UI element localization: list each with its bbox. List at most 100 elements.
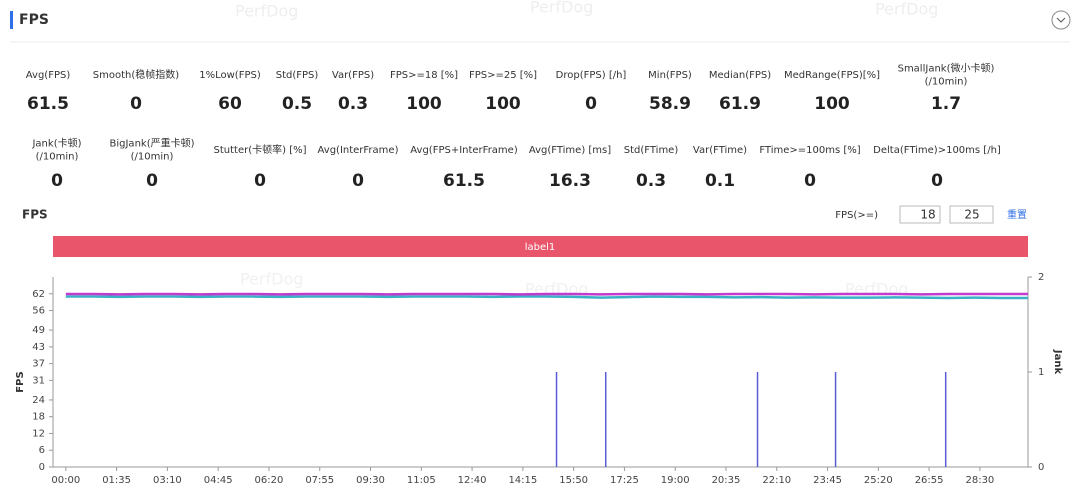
x-tick-label: 28:30 — [965, 475, 994, 486]
x-tick-label: 15:50 — [559, 475, 588, 486]
x-tick-label: 12:40 — [458, 475, 487, 486]
metric-value: 1.7 — [931, 94, 961, 114]
chart-title: FPS — [22, 208, 48, 222]
x-tick-label: 17:25 — [610, 475, 639, 486]
metric-label: Smooth(稳帧指数) — [93, 68, 179, 81]
threshold-value: 18 — [920, 208, 935, 222]
y2-axis-label: Jank — [1052, 349, 1063, 375]
metric-value: 0 — [352, 171, 364, 191]
x-tick-label: 04:45 — [204, 475, 233, 486]
metric-value: 60 — [218, 94, 242, 114]
title-accent — [10, 11, 13, 29]
metric-value: 0 — [254, 171, 266, 191]
metric-value: 0 — [931, 171, 943, 191]
collapse-button[interactable] — [1051, 10, 1071, 30]
fps-line — [65, 295, 1028, 300]
metric-value: 100 — [406, 94, 442, 114]
metric-value: 0.1 — [705, 171, 735, 191]
y2-tick-label: 2 — [1038, 272, 1044, 283]
watermark: PerfDog — [875, 0, 938, 19]
y2-tick-label: 0 — [1038, 462, 1044, 473]
metric-label: MedRange(FPS)[%] — [784, 70, 880, 81]
metric-label: (/10min) — [925, 77, 968, 88]
y-axis-label: FPS — [15, 371, 26, 392]
y-tick-label: 62 — [32, 289, 45, 300]
metric-label: Median(FPS) — [709, 70, 771, 81]
metric-value: 61.5 — [27, 94, 69, 114]
metric-label: Std(FTime) — [624, 145, 679, 156]
metric-label: (/10min) — [131, 152, 174, 163]
metric-value: 0 — [130, 94, 142, 114]
metric-label: Avg(InterFrame) — [318, 145, 399, 156]
metric-label: (/10min) — [36, 152, 79, 163]
metric-label: BigJank(严重卡顿) — [110, 137, 195, 150]
chevron — [1056, 17, 1066, 23]
y-tick-label: 18 — [32, 412, 45, 423]
metric-label: 1%Low(FPS) — [199, 70, 261, 81]
x-tick-label: 25:20 — [864, 475, 893, 486]
metric-label: Min(FPS) — [648, 70, 692, 81]
threshold-input[interactable] — [899, 205, 941, 224]
x-tick-label: 26:55 — [915, 475, 944, 486]
metric-label: FPS>=18 [%] — [390, 70, 458, 81]
metric-label: Delta(FTime)>100ms [/h] — [873, 145, 1001, 156]
metric-value: 0 — [146, 171, 158, 191]
y-tick-label: 37 — [32, 359, 45, 370]
label-band[interactable] — [53, 236, 1028, 257]
metric-value: 0 — [51, 171, 63, 191]
metric-value: 100 — [485, 94, 521, 114]
metric-value: 0 — [804, 171, 816, 191]
page-title: FPS — [19, 12, 49, 28]
x-tick-label: 22:10 — [762, 475, 791, 486]
metric-value: 16.3 — [549, 171, 591, 191]
x-tick-label: 19:00 — [661, 475, 690, 486]
y-tick-label: 31 — [32, 375, 45, 386]
metric-label: FPS>=25 [%] — [469, 70, 537, 81]
x-tick-label: 06:20 — [255, 475, 284, 486]
x-tick-label: 01:35 — [102, 475, 131, 486]
threshold-label: FPS(>=) — [835, 210, 878, 221]
metric-label: Avg(FTime) [ms] — [529, 145, 611, 156]
metric-label: Stutter(卡顿率) [%] — [214, 143, 307, 156]
metric-label: Std(FPS) — [276, 70, 319, 81]
x-tick-label: 00:00 — [51, 475, 80, 486]
metric-value: 0.3 — [636, 171, 666, 191]
metric-label: Drop(FPS) [/h] — [556, 70, 627, 81]
x-tick-label: 07:55 — [305, 475, 334, 486]
metric-value: 58.9 — [649, 94, 691, 114]
y-tick-label: 0 — [39, 462, 45, 473]
watermark: PerfDog — [235, 2, 298, 21]
metric-label: SmallJank(微小卡顿) — [898, 62, 995, 75]
metric-value: 0.5 — [282, 94, 312, 114]
watermark: PerfDog — [845, 280, 908, 299]
metric-label: FTime>=100ms [%] — [759, 145, 860, 156]
metric-label: Avg(FPS+InterFrame) — [410, 145, 518, 156]
x-tick-label: 09:30 — [356, 475, 385, 486]
metric-label: Jank(卡顿) — [31, 137, 81, 150]
metric-value: 0.3 — [338, 94, 368, 114]
x-tick-label: 20:35 — [712, 475, 741, 486]
y-tick-label: 24 — [32, 395, 45, 406]
y-tick-label: 56 — [32, 306, 45, 317]
metric-value: 100 — [814, 94, 850, 114]
x-tick-label: 11:05 — [407, 475, 436, 486]
metric-value: 61.5 — [443, 171, 485, 191]
metric-value: 0 — [585, 94, 597, 114]
x-tick-label: 23:45 — [813, 475, 842, 486]
watermark: PerfDog — [240, 270, 303, 289]
threshold-input[interactable] — [949, 205, 994, 224]
x-tick-label: 14:15 — [508, 475, 537, 486]
band-label: label1 — [525, 242, 556, 253]
metric-label: Var(FPS) — [332, 70, 374, 81]
watermark: PerfDog — [530, 0, 593, 17]
threshold-value: 25 — [964, 208, 979, 222]
x-tick-label: 03:10 — [153, 475, 182, 486]
y-tick-label: 49 — [32, 325, 45, 336]
y-tick-label: 6 — [39, 445, 45, 456]
y-tick-label: 12 — [32, 428, 45, 439]
metric-value: 61.9 — [719, 94, 761, 114]
reset-button[interactable]: 重置 — [1007, 208, 1027, 221]
y2-tick-label: 1 — [1038, 367, 1044, 378]
